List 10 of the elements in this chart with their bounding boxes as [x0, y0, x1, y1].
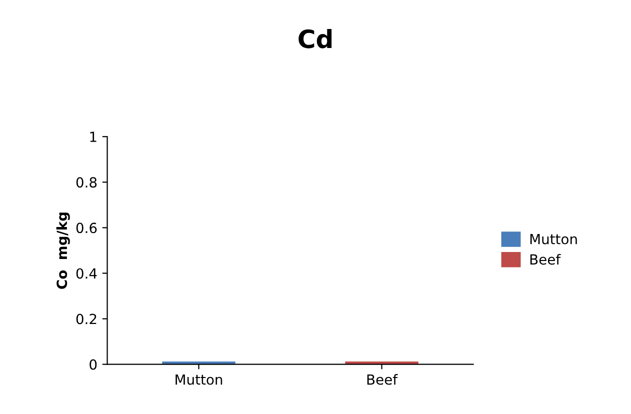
- y-tick-label: 0.2: [76, 314, 96, 324]
- y-tick-label: 0.8: [76, 177, 97, 188]
- chart-title: Cd: [298, 28, 332, 48]
- y-axis-title: Co mg/kg: [56, 212, 70, 289]
- y-tick-label: 0: [90, 359, 97, 370]
- y-tick-label: 0.4: [76, 268, 97, 279]
- y-tick-label: 0.6: [76, 222, 97, 234]
- legend-label: Mutton: [530, 234, 577, 244]
- legend-label: Beef: [530, 254, 561, 265]
- y-tick-label: 1: [90, 132, 96, 142]
